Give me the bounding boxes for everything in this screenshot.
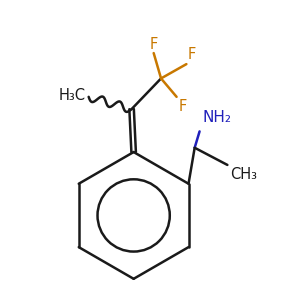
Text: F: F — [178, 99, 187, 114]
Text: H₃C: H₃C — [58, 88, 85, 103]
Text: F: F — [188, 47, 196, 62]
Text: CH₃: CH₃ — [230, 167, 257, 182]
Text: F: F — [150, 37, 158, 52]
Text: NH₂: NH₂ — [203, 110, 232, 125]
